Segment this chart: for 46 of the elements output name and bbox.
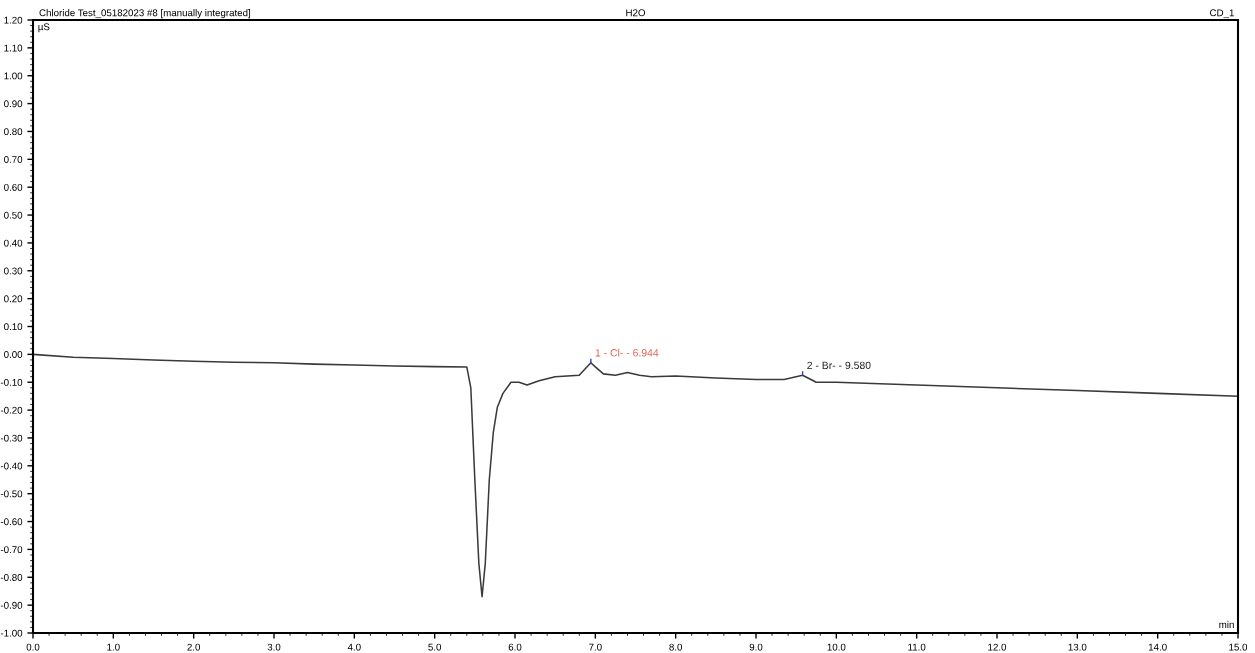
x-tick-label: 3.0 (267, 643, 281, 651)
x-tick-label: 11.0 (908, 643, 926, 651)
y-tick-label: 0.20 (4, 295, 23, 303)
x-tick-label: 10.0 (827, 643, 846, 651)
x-tick-label: 9.0 (749, 643, 763, 651)
x-tick-label: 0.0 (26, 643, 40, 651)
y-tick-label: -0.70 (0, 546, 23, 554)
y-axis-title: µS (38, 23, 50, 33)
text: CD_1 (1210, 9, 1234, 19)
x-tick-label: 4.0 (347, 643, 361, 651)
x-tick-label: 7.0 (589, 643, 602, 651)
y-tick-label: -0.40 (0, 462, 23, 470)
y-tick-label: -0.80 (0, 574, 23, 581)
x-tick-label: 5.0 (428, 643, 442, 651)
y-tick-label: 0.40 (4, 239, 23, 247)
x-tick-label: 14.0 (1148, 643, 1167, 651)
y-tick-label: 0.60 (4, 183, 23, 191)
y-tick-label: 0.90 (4, 100, 23, 108)
x-tick-label: 6.0 (508, 643, 522, 651)
annotation: 1 - Cl- - 6.944 (595, 348, 659, 357)
y-tick-label: 1.20 (4, 16, 23, 24)
x-tick-label: 1.0 (107, 643, 120, 651)
y-tick-label: -0.10 (0, 378, 23, 386)
x-tick-label: 2.0 (187, 643, 201, 651)
y-tick-label: 1.00 (4, 72, 23, 80)
x-tick-label: 12.0 (988, 643, 1007, 651)
y-tick-label: -0.90 (0, 601, 23, 609)
y-tick-label: 0.00 (4, 351, 23, 358)
y-tick-label: 0.10 (4, 323, 23, 331)
y-tick-label: -1.00 (0, 629, 23, 637)
y-tick-label: -0.30 (0, 434, 23, 442)
y-tick-label: 0.70 (4, 156, 23, 163)
y-tick-label: -0.60 (0, 518, 23, 526)
x-tick-label: 15.0 (1229, 643, 1248, 651)
y-tick-label: -0.50 (0, 490, 23, 498)
y-tick-label: -0.20 (0, 406, 23, 414)
chart-subtitle: H2O (626, 9, 646, 17)
y-tick-label: 0.80 (4, 128, 23, 136)
x-tick-label: 8.0 (669, 643, 683, 651)
chart-title: Chloride Test_05182023 #8 [manually integrated] (39, 9, 251, 19)
annotation: 2 - Br- - 9.580 (807, 361, 871, 370)
x-tick-label: 13.0 (1068, 643, 1087, 651)
x-axis-title: min (1219, 620, 1234, 628)
y-tick-label: 0.50 (4, 211, 23, 219)
y-tick-label: 1.10 (4, 44, 23, 52)
y-tick-label: 0.30 (4, 267, 23, 275)
